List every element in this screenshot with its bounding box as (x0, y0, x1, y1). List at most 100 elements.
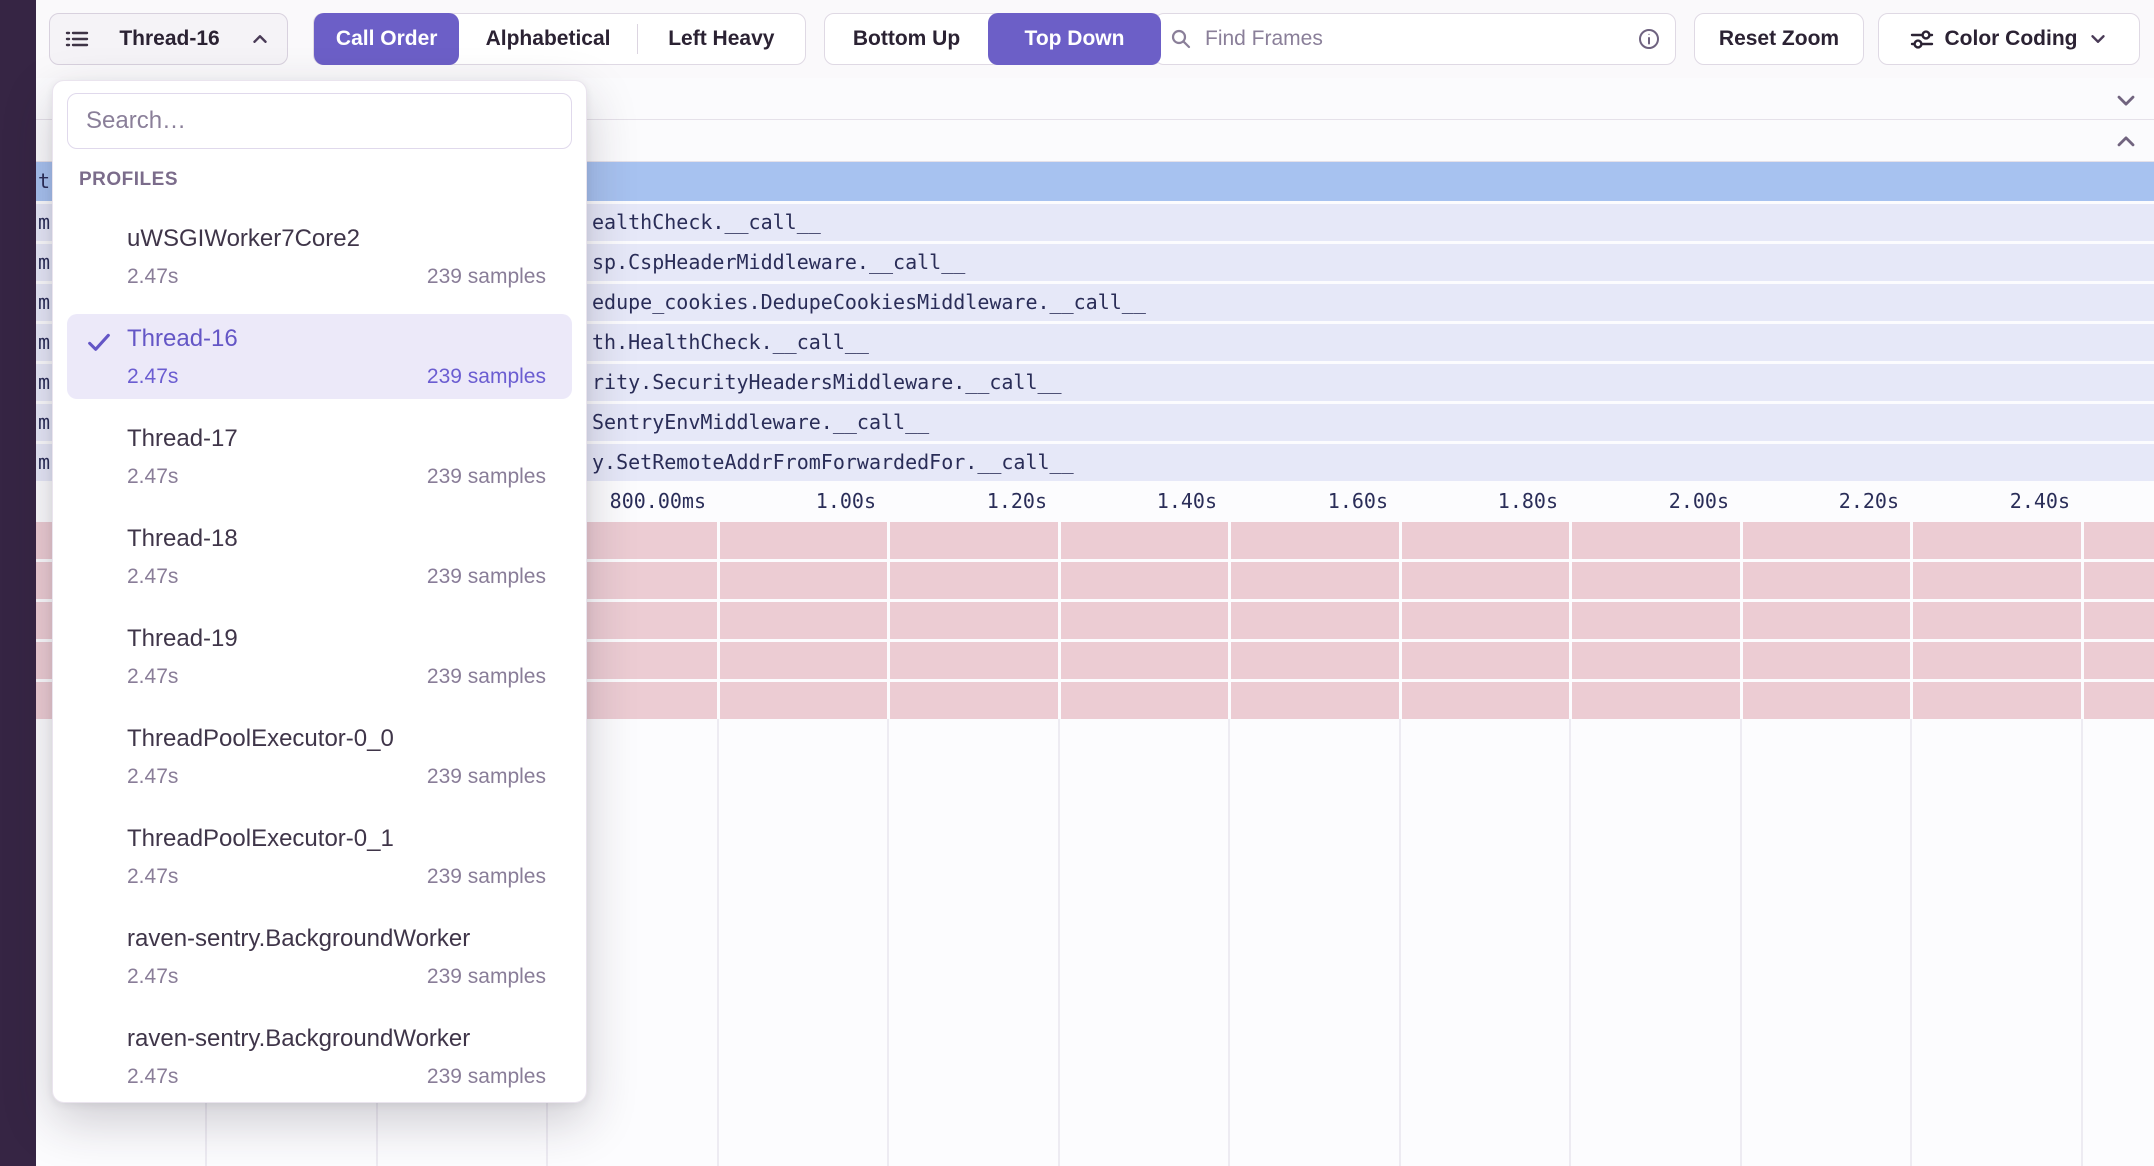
profile-duration: 2.47s (127, 265, 179, 288)
gridline (1398, 522, 1402, 719)
profile-option-thread-17[interactable]: Thread-17 2.47s 239 samples (67, 414, 572, 499)
profile-meta: 2.47s 239 samples (127, 665, 546, 689)
profile-meta: 2.47s 239 samples (127, 865, 546, 889)
time-axis-tick: 1.80s (1497, 489, 1558, 513)
flame-frame-label: rity.SecurityHeadersMiddleware.__call__ (592, 370, 1062, 394)
flame-row-clipped-start: t (38, 169, 51, 193)
profile-name: Thread-18 (127, 525, 238, 552)
flame-row-clipped-start: m (38, 250, 51, 274)
gridline (1910, 719, 1912, 1166)
chevron-up-icon (249, 28, 271, 50)
profile-name: Thread-19 (127, 625, 238, 652)
profile-option-threadpoolexecutor-0-0[interactable]: ThreadPoolExecutor-0_0 2.47s 239 samples (67, 714, 572, 799)
profile-option-thread-16[interactable]: Thread-16 2.47s 239 samples (67, 314, 572, 399)
profile-duration: 2.47s (127, 1065, 179, 1088)
gridline (1399, 719, 1401, 1166)
flame-frame-label: th.HealthCheck.__call__ (592, 330, 869, 354)
profile-duration: 2.47s (127, 865, 179, 888)
gridline (716, 522, 720, 719)
flame-row-clipped-start: m (38, 210, 51, 234)
segment-left-heavy[interactable]: Left Heavy (668, 27, 775, 50)
flame-row-clipped-start: m (38, 450, 51, 474)
sliders-icon (1909, 26, 1935, 52)
section-chevron-down-icon[interactable] (2112, 86, 2140, 114)
segment-call-order[interactable]: Call Order (314, 13, 460, 65)
flame-row-clipped-start: m (38, 330, 51, 354)
profile-samples: 239 samples (426, 365, 546, 388)
profile-meta: 2.47s 239 samples (127, 465, 546, 489)
time-axis-tick: 1.60s (1327, 489, 1388, 513)
gridline (1058, 719, 1060, 1166)
flame-frame-label: edupe_cookies.DedupeCookiesMiddleware.__… (592, 290, 1146, 314)
flame-row-clipped-start: m (38, 410, 51, 434)
profile-option-raven-sentry-backgroundworker[interactable]: raven-sentry.BackgroundWorker 2.47s 239 sa… (67, 1014, 572, 1099)
search-icon (1169, 27, 1193, 51)
profile-name: raven-sentry.BackgroundWorker (127, 925, 471, 952)
profile-option-raven-sentry-backgroundworker[interactable]: raven-sentry.BackgroundWorker 2.47s 239 sa… (67, 914, 572, 999)
profile-option-threadpoolexecutor-0-1[interactable]: ThreadPoolExecutor-0_1 2.47s 239 samples (67, 814, 572, 899)
profile-duration: 2.47s (127, 665, 179, 688)
time-axis-tick: 800.00ms (609, 489, 706, 513)
profile-option-uwsgiworker7core2[interactable]: uWSGIWorker7Core2 2.47s 239 samples (67, 214, 572, 299)
gridline (1057, 522, 1061, 719)
flame-frame-label: y.SetRemoteAddrFromForwardedFor.__call__ (592, 450, 1074, 474)
profile-meta: 2.47s 239 samples (127, 365, 546, 389)
thread-list-icon (64, 26, 90, 52)
gridline (887, 719, 889, 1166)
time-axis-tick: 1.20s (986, 489, 1047, 513)
gridline (1228, 719, 1230, 1166)
profile-meta: 2.47s 239 samples (127, 1065, 546, 1089)
profile-name: ThreadPoolExecutor-0_0 (127, 725, 394, 752)
left-rail (0, 0, 36, 1166)
gridline (717, 719, 719, 1166)
profile-name: ThreadPoolExecutor-0_1 (127, 825, 394, 852)
profile-option-thread-19[interactable]: Thread-19 2.47s 239 samples (67, 614, 572, 699)
color-coding-button[interactable]: Color Coding (1878, 13, 2140, 65)
time-axis-tick: 2.40s (2009, 489, 2070, 513)
flame-row-clipped-start: m (38, 370, 51, 394)
gridline (1740, 719, 1742, 1166)
profile-option-thread-18[interactable]: Thread-18 2.47s 239 samples (67, 514, 572, 599)
profile-meta: 2.47s 239 samples (127, 765, 546, 789)
profile-name: Thread-16 (127, 325, 238, 352)
gridline (2081, 719, 2083, 1166)
gridline (1227, 522, 1231, 719)
profile-meta: 2.47s 239 samples (127, 265, 546, 289)
chevron-down-icon (2087, 28, 2109, 50)
flame-frame-label: ealthCheck.__call__ (592, 210, 821, 234)
profile-samples: 239 samples (426, 265, 546, 288)
segment-alphabetical[interactable]: Alphabetical (485, 27, 611, 50)
color-coding-label: Color Coding (1944, 27, 2078, 50)
profile-samples: 239 samples (426, 565, 546, 588)
thread-selector-button[interactable]: Thread-16 (49, 13, 288, 65)
profile-duration: 2.47s (127, 565, 179, 588)
gridline (2080, 522, 2084, 719)
gridline (1909, 522, 1913, 719)
sort-segmented-control: Call Order Alphabetical Left Heavy (313, 13, 806, 65)
segment-bottom-up[interactable]: Bottom Up (852, 27, 961, 50)
toolbar: Thread-16 Call Order Alphabetical Left H… (36, 0, 2154, 79)
flame-row-clipped-start: m (38, 290, 51, 314)
profile-samples: 239 samples (426, 465, 546, 488)
time-axis-tick: 2.00s (1668, 489, 1729, 513)
segment-top-down[interactable]: Top Down (988, 13, 1161, 65)
profile-name: Thread-17 (127, 425, 238, 452)
gridline (1739, 522, 1743, 719)
profile-samples: 239 samples (426, 865, 546, 888)
find-frames-search[interactable] (1154, 13, 1676, 65)
info-icon[interactable] (1637, 27, 1661, 51)
profile-meta: 2.47s 239 samples (127, 965, 546, 989)
reset-zoom-button[interactable]: Reset Zoom (1694, 13, 1864, 65)
flame-frame-label: SentryEnvMiddleware.__call__ (592, 410, 930, 434)
dropdown-search-input[interactable] (67, 93, 572, 149)
time-axis-tick: 1.00s (815, 489, 876, 513)
gridline (886, 522, 890, 719)
section-chevron-up-icon[interactable] (2112, 128, 2140, 156)
find-frames-input[interactable] (1203, 26, 1637, 52)
checkmark-icon (83, 326, 115, 358)
profile-name: raven-sentry.BackgroundWorker (127, 1025, 471, 1052)
time-axis-tick: 1.40s (1156, 489, 1217, 513)
profile-samples: 239 samples (426, 765, 546, 788)
profile-samples: 239 samples (426, 965, 546, 988)
